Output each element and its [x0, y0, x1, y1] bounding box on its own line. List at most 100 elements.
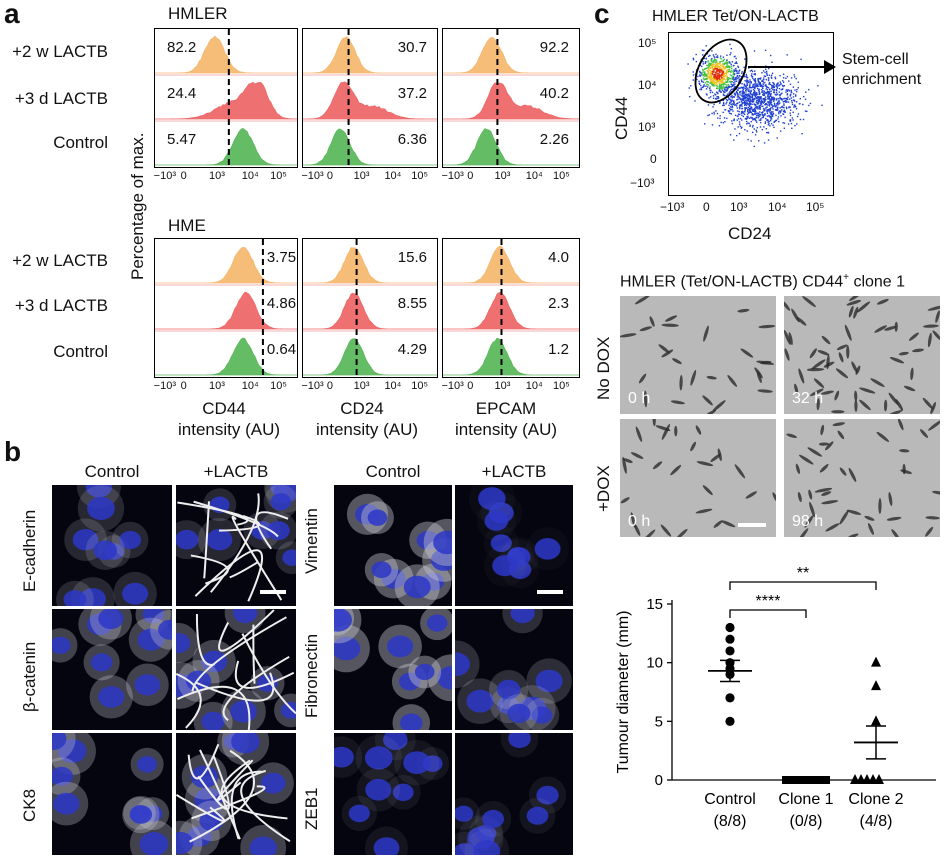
panel-letter-a: a [4, 0, 20, 29]
flow-event [756, 84, 758, 87]
flow-event [737, 115, 739, 117]
flow-event [727, 61, 729, 63]
flow-event [793, 99, 796, 102]
flow-event [759, 104, 762, 107]
flow-event [720, 74, 723, 76]
flow-event [727, 110, 730, 113]
flow-event [792, 86, 795, 88]
flow-event [795, 95, 797, 97]
flow-event [712, 97, 715, 100]
flow-event [729, 106, 732, 108]
data-point-clone-2 [874, 774, 884, 784]
flow-event [720, 83, 723, 86]
hmler-epcam-tick-2: 10³ [494, 170, 511, 182]
flow-event [753, 70, 756, 72]
flow-event [721, 64, 723, 66]
flow-event [742, 101, 744, 104]
flow-event [718, 74, 721, 76]
flow-event [721, 70, 723, 72]
flow-event [688, 87, 690, 89]
flow-event [730, 47, 732, 50]
flow-event [717, 62, 719, 65]
flow-event [748, 81, 750, 84]
nucleus [392, 783, 414, 802]
flow-event [722, 87, 724, 90]
flow-event [776, 87, 778, 89]
flow-event [733, 81, 735, 84]
flow-event [749, 92, 752, 94]
flow-event [714, 76, 716, 78]
membrane-stain [197, 755, 230, 811]
flow-event [708, 72, 710, 74]
flow-event [716, 92, 719, 94]
flow-event [702, 63, 704, 65]
flow-event [746, 96, 748, 99]
significance-bracket [729, 581, 877, 590]
flow-event [787, 89, 790, 91]
flow-event [781, 109, 783, 111]
flow-event [728, 112, 731, 114]
phase-cell [784, 348, 790, 361]
flow-event [702, 61, 704, 63]
flow-event [769, 88, 771, 90]
flow-event [712, 71, 714, 73]
flow-event [777, 109, 779, 111]
flow-event [721, 80, 723, 82]
flow-event [762, 92, 765, 94]
flow-event [727, 77, 729, 79]
flow-event [712, 79, 714, 82]
flow-event [712, 78, 715, 80]
phase-cell [816, 398, 820, 411]
y-tick-label: 0 [655, 772, 663, 789]
nucleus [201, 711, 225, 730]
flow-event [751, 103, 753, 105]
flow-event [768, 67, 770, 70]
flow-event [702, 85, 704, 88]
hmler-cd44-tick-0: −10³ [153, 170, 176, 182]
flow-event [744, 75, 746, 78]
flow-event [718, 85, 721, 88]
flow-event [790, 97, 793, 99]
flow-event [725, 81, 727, 83]
flow-event [786, 54, 788, 56]
flow-event [738, 70, 740, 72]
category-label: Clone 2 [848, 791, 903, 808]
flow-event [741, 71, 743, 73]
flow-event [794, 89, 796, 91]
flow-event [720, 69, 722, 72]
phase-cell [821, 390, 834, 395]
flow-event [753, 50, 756, 52]
phase-cell [809, 348, 817, 359]
nucleus [492, 555, 518, 577]
flow-event [769, 125, 771, 127]
hme-epcam-tick-0: −10³ [441, 380, 464, 392]
flow-event [740, 111, 743, 113]
flow-event [783, 104, 785, 107]
phase-cell [702, 485, 713, 496]
flow-event [821, 104, 823, 106]
flow-event [709, 75, 711, 77]
flow-event [723, 70, 725, 73]
phase-cell [864, 515, 875, 521]
nucleus [137, 628, 165, 651]
flow-event [705, 74, 707, 76]
flow-event [755, 106, 757, 109]
flow-event [732, 83, 734, 86]
phase-cell [652, 419, 656, 427]
phase-cell [935, 310, 940, 323]
flow-event [736, 74, 739, 77]
time-label-1: 32 h [792, 390, 824, 407]
flow-event [715, 71, 718, 73]
flow-event [729, 89, 732, 92]
phase-cell [809, 501, 816, 518]
flow-event [760, 103, 763, 105]
betacatenin-lactb-micrograph [176, 609, 296, 730]
hme-epcam-tick-3: 10⁴ [525, 380, 543, 392]
phase-cell [925, 526, 934, 537]
flow-event [717, 97, 720, 99]
flow-event [795, 101, 798, 103]
nucleus [334, 636, 361, 661]
flow-event [773, 90, 775, 92]
flow-event [725, 62, 727, 64]
flow-event [747, 98, 749, 100]
